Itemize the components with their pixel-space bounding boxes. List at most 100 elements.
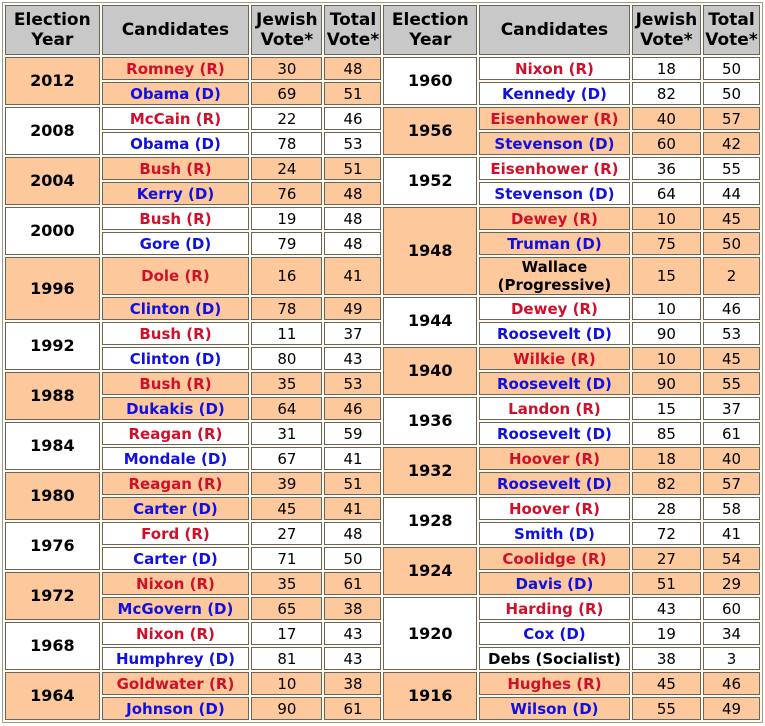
jewish-cell: 65 bbox=[251, 597, 323, 620]
name-cell: Wilson (D) bbox=[479, 697, 630, 720]
name-cell: Nixon (R) bbox=[479, 57, 630, 80]
total-cell: 43 bbox=[324, 622, 382, 645]
column-header: Candidates bbox=[479, 5, 630, 55]
year-cell: 1972 bbox=[5, 572, 100, 620]
year-cell: 1916 bbox=[383, 672, 478, 720]
year-cell: 1952 bbox=[383, 157, 478, 205]
total-cell: 51 bbox=[324, 82, 382, 105]
table-row: 1972 Nixon (R) 35 61 Davis (D) 51 29 bbox=[5, 572, 760, 620]
jewish-cell: 10 bbox=[631, 207, 701, 230]
table-row: 2008 McCain (R) 22 46 1956 Eisenhower (R) 40 57 bbox=[5, 107, 760, 155]
total-cell: 48 bbox=[324, 232, 382, 255]
year-cell: 1940 bbox=[383, 347, 478, 395]
name-cell: Reagan (R) bbox=[101, 472, 250, 495]
jewish-cell: 79 bbox=[251, 232, 323, 255]
name-cell: Debs (Socialist) bbox=[479, 647, 630, 670]
name-cell: Bush (R) bbox=[101, 157, 250, 180]
year-cell: 1964 bbox=[5, 672, 100, 720]
name-cell: Carter (D) bbox=[101, 547, 250, 570]
year-cell: 1984 bbox=[5, 422, 100, 470]
total-cell: 57 bbox=[702, 472, 760, 495]
total-cell: 50 bbox=[702, 57, 760, 80]
year-cell: 1928 bbox=[383, 497, 478, 545]
year-cell: 2008 bbox=[5, 107, 100, 155]
total-cell: 41 bbox=[324, 447, 382, 470]
name-cell: Coolidge (R) bbox=[479, 547, 630, 570]
jewish-cell: 27 bbox=[631, 547, 701, 570]
total-cell: 41 bbox=[702, 522, 760, 545]
jewish-cell: 81 bbox=[251, 647, 323, 670]
total-cell: 46 bbox=[702, 672, 760, 695]
year-cell: 2004 bbox=[5, 157, 100, 205]
column-header: Jewish Vote* bbox=[631, 5, 701, 55]
table-row: Humphrey (D) 81 43 Debs (Socialist) 38 3 bbox=[5, 647, 760, 670]
jewish-cell: 30 bbox=[251, 57, 323, 80]
name-cell: Dole (R) bbox=[101, 257, 250, 295]
total-cell: 38 bbox=[324, 597, 382, 620]
name-cell: Stevenson (D) bbox=[479, 132, 630, 155]
year-cell: 2012 bbox=[5, 57, 100, 105]
jewish-cell: 45 bbox=[251, 497, 323, 520]
jewish-cell: 64 bbox=[631, 182, 701, 205]
table-row: Carter (D) 45 41 1928 Hoover (R) 28 58 bbox=[5, 497, 760, 545]
name-cell: Obama (D) bbox=[101, 132, 250, 155]
total-cell: 46 bbox=[702, 297, 760, 320]
name-cell: Bush (R) bbox=[101, 207, 250, 230]
name-cell: Roosevelt (D) bbox=[479, 422, 630, 445]
year-cell: 1988 bbox=[5, 372, 100, 420]
name-cell: Humphrey (D) bbox=[101, 647, 250, 670]
jewish-cell: 19 bbox=[251, 207, 323, 230]
jewish-cell: 28 bbox=[631, 497, 701, 520]
total-cell: 53 bbox=[324, 372, 382, 395]
name-cell: Roosevelt (D) bbox=[479, 372, 630, 395]
total-cell: 51 bbox=[324, 472, 382, 495]
column-header: Jewish Vote* bbox=[251, 5, 323, 55]
total-cell: 45 bbox=[702, 347, 760, 370]
jewish-cell: 75 bbox=[631, 232, 701, 255]
jewish-cell: 35 bbox=[251, 372, 323, 395]
table-row: Obama (D) 69 51 Kennedy (D) 82 50 bbox=[5, 82, 760, 105]
name-cell: Clinton (D) bbox=[101, 347, 250, 370]
jewish-cell: 19 bbox=[631, 622, 701, 645]
table-row: 1988 Bush (R) 35 53 Roosevelt (D) 90 55 bbox=[5, 372, 760, 420]
total-cell: 48 bbox=[324, 522, 382, 545]
year-cell: 1960 bbox=[383, 57, 478, 105]
total-cell: 44 bbox=[702, 182, 760, 205]
total-cell: 48 bbox=[324, 182, 382, 205]
column-header: Candidates bbox=[101, 5, 250, 55]
table-row: 1992 Bush (R) 11 37 Roosevelt (D) 90 53 bbox=[5, 322, 760, 370]
table-row: 2012 Romney (R) 30 48 1960 Nixon (R) 18 50 bbox=[5, 57, 760, 105]
total-cell: 55 bbox=[702, 372, 760, 395]
table-row: 2000 Bush (R) 19 48 1948 Dewey (R) 10 45 bbox=[5, 207, 760, 295]
jewish-cell: 82 bbox=[631, 472, 701, 495]
total-cell: 50 bbox=[702, 82, 760, 105]
total-cell: 46 bbox=[324, 397, 382, 420]
name-cell: Roosevelt (D) bbox=[479, 472, 630, 495]
year-cell: 1968 bbox=[5, 622, 100, 670]
name-cell: Hoover (R) bbox=[479, 447, 630, 470]
total-cell: 51 bbox=[324, 157, 382, 180]
total-cell: 46 bbox=[324, 107, 382, 130]
name-cell: Reagan (R) bbox=[101, 422, 250, 445]
jewish-cell: 60 bbox=[631, 132, 701, 155]
jewish-cell: 11 bbox=[251, 322, 323, 345]
total-cell: 40 bbox=[702, 447, 760, 470]
jewish-cell: 36 bbox=[631, 157, 701, 180]
year-cell: 1956 bbox=[383, 107, 478, 155]
jewish-cell: 27 bbox=[251, 522, 323, 545]
total-cell: 2 bbox=[702, 257, 760, 295]
jewish-cell: 16 bbox=[251, 257, 323, 295]
jewish-cell: 10 bbox=[631, 297, 701, 320]
jewish-cell: 90 bbox=[251, 697, 323, 720]
jewish-cell: 51 bbox=[631, 572, 701, 595]
name-cell: Harding (R) bbox=[479, 597, 630, 620]
total-cell: 43 bbox=[324, 647, 382, 670]
jewish-cell: 78 bbox=[251, 297, 323, 320]
column-header: Total Vote* bbox=[324, 5, 382, 55]
name-cell: Ford (R) bbox=[101, 522, 250, 545]
total-cell: 37 bbox=[324, 322, 382, 345]
header-row: Election Year Candidates Jewish Vote* To… bbox=[5, 5, 760, 55]
total-cell: 42 bbox=[702, 132, 760, 155]
jewish-cell: 69 bbox=[251, 82, 323, 105]
